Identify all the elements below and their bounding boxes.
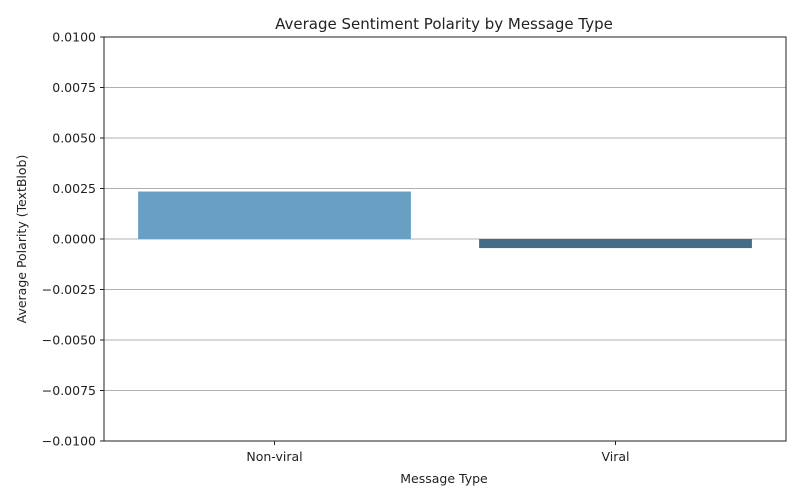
- x-tick-label: Non-viral: [246, 449, 302, 464]
- y-tick-label: −0.0100: [42, 434, 96, 449]
- y-tick-label: 0.0075: [52, 80, 96, 95]
- bars: [138, 191, 752, 249]
- y-tick-label: −0.0050: [42, 333, 96, 348]
- bar-viral: [479, 239, 752, 249]
- y-tick-label: −0.0025: [42, 282, 96, 297]
- chart-title: Average Sentiment Polarity by Message Ty…: [275, 15, 613, 33]
- x-tick-label: Viral: [601, 449, 629, 464]
- y-tick-label: 0.0000: [52, 232, 96, 247]
- x-axis-ticks: Non-viral Viral: [246, 441, 630, 464]
- y-axis-ticks: −0.0100 −0.0075 −0.0050 −0.0025 0.0000 0.0025…: [42, 30, 104, 449]
- y-tick-label: −0.0075: [42, 383, 96, 398]
- y-tick-label: 0.0100: [52, 30, 96, 45]
- y-tick-label: 0.0025: [52, 181, 96, 196]
- bar-non-viral: [138, 191, 411, 239]
- y-tick-label: 0.0050: [52, 131, 96, 146]
- y-axis-label: Average Polarity (TextBlob): [14, 155, 29, 324]
- x-axis-label: Message Type: [400, 471, 488, 486]
